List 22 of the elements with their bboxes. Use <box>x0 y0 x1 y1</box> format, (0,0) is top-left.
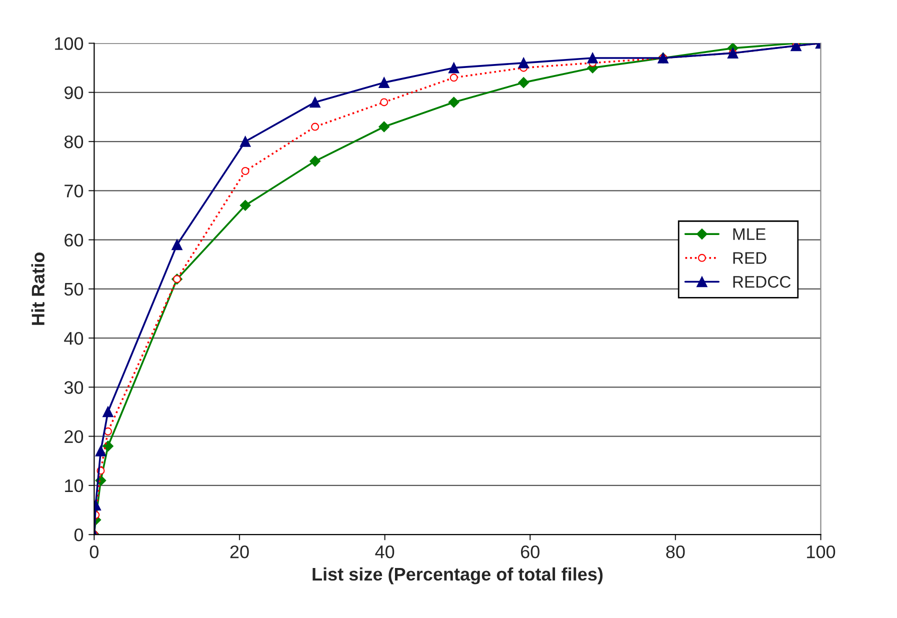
y-tick-label: 70 <box>64 184 84 198</box>
legend-label: REDCC <box>733 276 791 288</box>
x-axis-title: List size (Percentage of total files) <box>312 567 603 584</box>
legend-label: MLE <box>733 228 766 240</box>
y-tick-label: 100 <box>55 37 84 50</box>
y-tick-label: 80 <box>64 135 84 148</box>
x-tick-label: 100 <box>807 545 836 558</box>
x-tick-label: 60 <box>521 545 540 558</box>
y-tick-label: 30 <box>64 381 84 394</box>
x-tick-label: 20 <box>230 545 249 558</box>
y-tick-label: 20 <box>64 430 84 444</box>
y-tick-label: 0 <box>74 528 84 542</box>
x-tick-label: 80 <box>666 545 685 558</box>
y-tick-label: 60 <box>64 234 84 247</box>
x-tick-label: 40 <box>375 545 394 558</box>
y-tick-label: 90 <box>64 86 84 100</box>
y-tick-label: 40 <box>64 332 84 345</box>
legend-label: RED <box>733 252 766 264</box>
y-tick-label: 50 <box>64 282 84 296</box>
x-tick-label: 0 <box>90 545 98 558</box>
y-axis-title: Hit Ratio <box>31 252 45 325</box>
y-tick-label: 10 <box>65 479 84 492</box>
